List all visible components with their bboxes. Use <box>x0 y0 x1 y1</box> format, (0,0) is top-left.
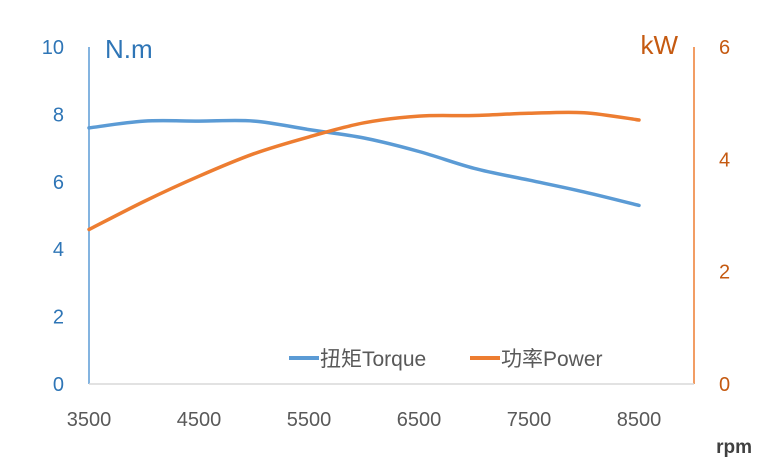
right-axis-unit: kW <box>640 30 678 60</box>
x-tick-0: 3500 <box>67 409 112 431</box>
left-y-tick-3: 6 <box>53 172 64 194</box>
legend-label-power: 功率Power <box>501 348 603 371</box>
x-tick-1: 4500 <box>177 409 222 431</box>
x-tick-labels: 3500 4500 5500 6500 7500 8500 <box>67 409 662 431</box>
right-y-tick-3: 6 <box>719 37 730 59</box>
legend-item-torque: 扭矩Torque <box>289 348 426 371</box>
left-y-tick-0: 0 <box>53 374 64 396</box>
series-lines <box>87 110 641 232</box>
x-tick-2: 5500 <box>287 409 332 431</box>
left-y-tick-labels: 0 2 4 6 8 10 <box>42 37 64 396</box>
series-line-torque <box>87 118 641 208</box>
left-y-tick-4: 8 <box>53 104 64 126</box>
x-tick-3: 6500 <box>397 409 442 431</box>
series-line-power <box>87 110 641 232</box>
right-y-tick-2: 4 <box>719 149 730 171</box>
left-axis-unit: N.m <box>105 34 153 64</box>
right-y-tick-labels: 0 2 4 6 <box>719 37 730 396</box>
right-y-tick-0: 0 <box>719 374 730 396</box>
legend-item-power: 功率Power <box>470 348 603 371</box>
legend: 扭矩Torque 功率Power <box>289 348 603 371</box>
x-tick-5: 8500 <box>617 409 662 431</box>
left-y-tick-2: 4 <box>53 239 64 261</box>
legend-label-torque: 扭矩Torque <box>320 348 426 371</box>
x-tick-4: 7500 <box>507 409 552 431</box>
left-y-tick-5: 10 <box>42 37 64 59</box>
left-y-tick-1: 2 <box>53 307 64 329</box>
x-axis-label: rpm <box>716 437 752 458</box>
right-y-tick-1: 2 <box>719 262 730 284</box>
